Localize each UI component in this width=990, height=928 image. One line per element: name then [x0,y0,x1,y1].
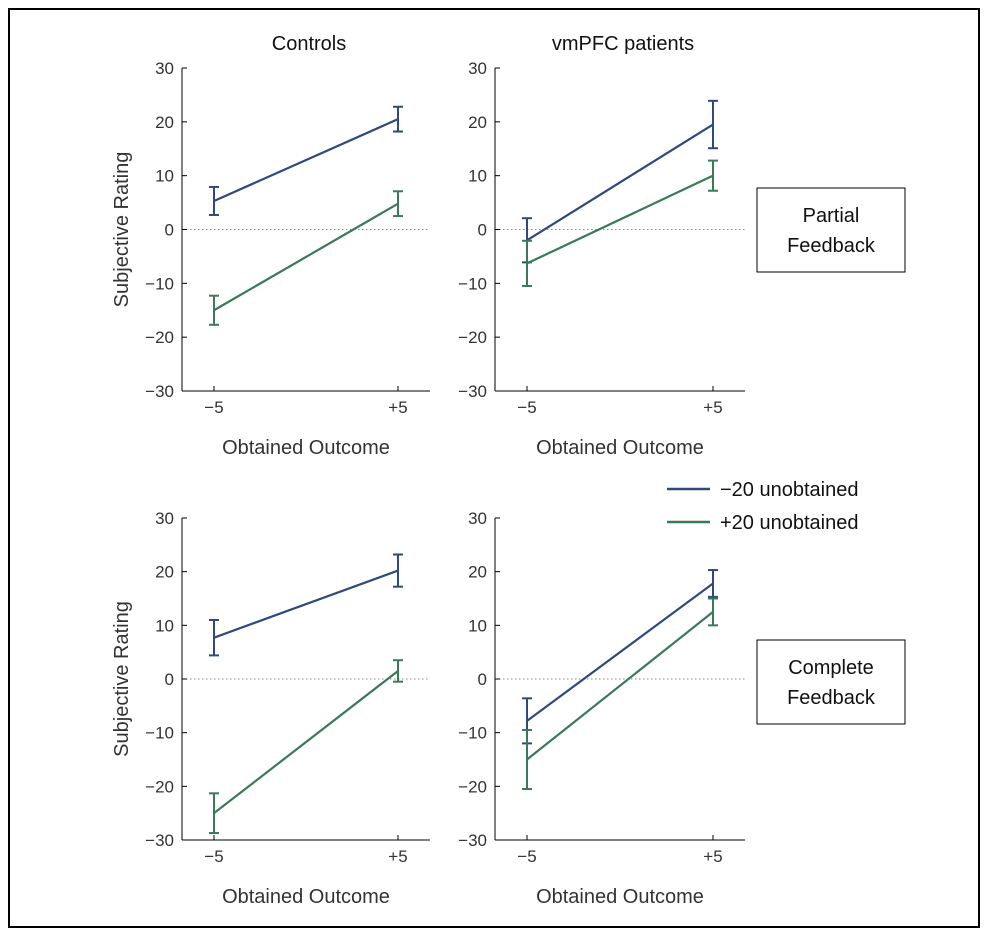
legend-label-plus20: +20 unobtained [720,512,858,534]
y-tick-label: 20 [468,563,487,582]
y-tick-label: 0 [165,221,174,240]
y-tick-label: 30 [468,509,487,528]
y-axis-title: Subjective Rating [111,601,133,757]
y-tick-label: 10 [155,616,174,635]
y-tick-label: 0 [165,670,174,689]
x-axis-title: Obtained Outcome [222,437,390,459]
y-tick-label: 20 [468,113,487,132]
x-tick-label: −5 [204,847,223,866]
panel-2: 30 20 10 0 −10 −20 −30 −5 +5 Obtained Outcome Subj… [111,509,430,908]
x-axis-title: Obtained Outcome [536,437,704,459]
y-tick-label: −30 [458,382,487,401]
y-tick-label: −10 [458,724,487,743]
series-plus20 [522,597,718,791]
series-line [213,118,399,202]
x-tick-label: +5 [388,847,407,866]
x-tick-label: −5 [204,398,223,417]
row-label-complete-line1: Complete [788,657,874,679]
series-minus20 [522,99,718,264]
series-plus20 [522,159,718,288]
series-line [213,569,399,639]
series-line [526,174,714,265]
col-title-vmpfc: vmPFC patients [552,33,694,55]
y-tick-label: 30 [155,59,174,78]
y-tick-label: −20 [145,777,174,796]
series-line [526,123,714,242]
series-minus20 [209,105,403,216]
x-tick-label: −5 [517,398,536,417]
panel-0: 30 20 10 0 −10 −20 −30 −5 +5 Obtained Outcome Subj… [111,59,430,459]
col-title-controls: Controls [272,33,346,55]
series-plus20 [209,190,403,326]
x-tick-label: +5 [388,398,407,417]
y-tick-label: −20 [458,328,487,347]
y-tick-label: 0 [478,670,487,689]
row-label-complete-line2: Feedback [787,687,876,709]
y-tick-label: 30 [155,509,174,528]
y-tick-label: −10 [458,274,487,293]
y-tick-label: 0 [478,221,487,240]
y-tick-label: −30 [458,831,487,850]
series-minus20 [522,569,718,745]
y-tick-label: 10 [468,616,487,635]
series-line [526,611,714,761]
y-tick-label: 10 [155,167,174,186]
series-plus20 [209,659,403,835]
x-tick-label: +5 [703,398,722,417]
series-line [213,202,399,312]
series-minus20 [209,553,403,657]
x-axis-title: Obtained Outcome [536,886,704,908]
row-label-partial: Partial Feedback [756,187,906,273]
y-tick-label: −30 [145,831,174,850]
legend-label-minus20: −20 unobtained [720,479,858,501]
y-tick-label: 20 [155,113,174,132]
y-tick-label: 10 [468,167,487,186]
row-label-partial-line1: Partial [803,205,860,227]
y-tick-label: 20 [155,563,174,582]
figure-frame [8,8,980,928]
panel-1: 30 20 10 0 −10 −20 −30 −5 +5 Obtained Outcome [458,59,745,459]
x-axis-title: Obtained Outcome [222,886,390,908]
y-tick-label: −20 [458,777,487,796]
y-tick-label: −20 [145,328,174,347]
panel-3: 30 20 10 0 −10 −20 −30 −5 +5 Obtained Outcome [458,509,745,908]
y-tick-label: −10 [145,724,174,743]
series-line [213,670,399,815]
x-tick-label: −5 [517,847,536,866]
row-label-complete: Complete Feedback [756,639,906,725]
x-tick-label: +5 [703,847,722,866]
y-tick-label: −10 [145,274,174,293]
y-tick-label: −30 [145,382,174,401]
y-tick-label: 30 [468,59,487,78]
row-label-partial-line2: Feedback [787,235,876,257]
legend: −20 unobtained +20 unobtained [667,479,858,534]
series-line [526,582,714,722]
y-axis-title: Subjective Rating [111,152,133,308]
